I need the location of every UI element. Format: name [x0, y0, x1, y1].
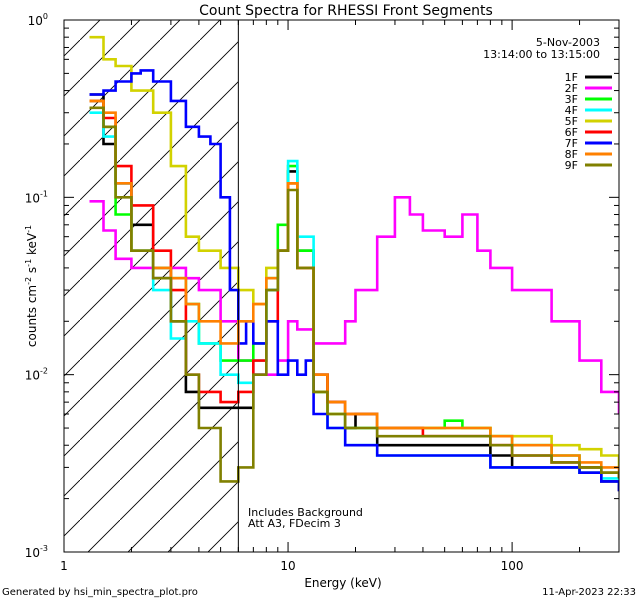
footer-generator: Generated by hsi_min_spectra_plot.pro — [2, 587, 198, 598]
x-tick-label: 10 — [280, 559, 295, 573]
plot-frame — [63, 19, 620, 553]
legend-label-1f: 1F — [565, 71, 578, 84]
series-group — [89, 35, 619, 492]
x-axis-label: Energy (keV) — [304, 576, 381, 590]
legend-label-5f: 5F — [565, 115, 578, 128]
annotation-attenuator: Att A3, FDecim 3 — [248, 517, 341, 530]
y-tick-label: 100 — [28, 12, 48, 28]
y-tick-label: 10-2 — [25, 367, 48, 383]
info-time-range: 13:14:00 to 13:15:00 — [483, 48, 600, 61]
series-line-7f — [89, 69, 619, 492]
x-tick-label: 100 — [501, 559, 524, 573]
series-line-9f — [89, 106, 619, 483]
legend-label-9f: 9F — [565, 159, 578, 172]
legend-label-8f: 8F — [565, 148, 578, 161]
legend-label-6f: 6F — [565, 126, 578, 139]
chart-title: Count Spectra for RHESSI Front Segments — [199, 3, 493, 19]
annotation-background: Includes Background — [248, 506, 363, 519]
legend-label-3f: 3F — [565, 93, 578, 106]
y-axis-label: counts cm-2 s-1 keV-1 — [24, 225, 39, 347]
legend-label-2f: 2F — [565, 82, 578, 95]
series-line-2f — [89, 196, 619, 414]
axis-ticks: 1 10 100 10-3 10-2 10-1 100 — [25, 12, 620, 573]
footer-timestamp: 11-Apr-2023 22:33 — [542, 587, 636, 598]
x-tick-label: 1 — [60, 559, 68, 573]
info-date: 5-Nov-2003 — [536, 36, 600, 49]
series-line-8f — [89, 99, 619, 473]
legend-label-7f: 7F — [565, 137, 578, 150]
legend-label-4f: 4F — [565, 104, 578, 117]
y-tick-label: 10-3 — [25, 544, 48, 560]
y-tick-label: 10-1 — [25, 189, 48, 205]
